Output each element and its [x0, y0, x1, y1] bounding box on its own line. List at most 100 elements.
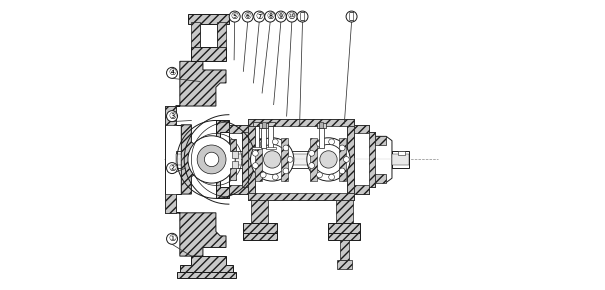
Polygon shape — [231, 168, 236, 180]
Circle shape — [329, 139, 335, 145]
Polygon shape — [217, 22, 226, 47]
Circle shape — [265, 11, 276, 22]
Polygon shape — [182, 125, 195, 194]
Polygon shape — [247, 119, 355, 200]
Polygon shape — [242, 132, 247, 187]
Circle shape — [339, 168, 345, 174]
Circle shape — [287, 157, 293, 162]
Circle shape — [275, 11, 286, 22]
Circle shape — [229, 11, 240, 22]
Bar — [269, 126, 273, 148]
Text: ④: ④ — [168, 68, 176, 77]
Polygon shape — [259, 123, 268, 128]
Polygon shape — [229, 125, 247, 133]
Polygon shape — [165, 106, 175, 125]
Polygon shape — [355, 125, 374, 194]
Circle shape — [316, 172, 322, 178]
Polygon shape — [247, 126, 255, 193]
Circle shape — [346, 11, 357, 22]
Polygon shape — [281, 138, 288, 181]
Text: ②: ② — [168, 164, 176, 173]
Polygon shape — [175, 61, 226, 106]
Polygon shape — [253, 122, 261, 126]
Polygon shape — [231, 139, 236, 151]
Circle shape — [316, 141, 322, 147]
Circle shape — [166, 111, 177, 122]
Text: ⑦: ⑦ — [255, 12, 263, 21]
Text: ⑫: ⑫ — [349, 12, 355, 21]
Bar — [392, 154, 410, 165]
Circle shape — [252, 163, 258, 168]
Circle shape — [166, 163, 177, 174]
Bar — [392, 151, 410, 168]
Polygon shape — [229, 185, 247, 194]
Text: ⑪: ⑪ — [300, 12, 305, 21]
Polygon shape — [336, 200, 353, 223]
Polygon shape — [243, 233, 276, 240]
Circle shape — [166, 67, 177, 78]
Polygon shape — [337, 260, 352, 269]
Bar — [319, 122, 323, 128]
Polygon shape — [355, 125, 369, 133]
Text: ⑨: ⑨ — [277, 12, 285, 21]
Polygon shape — [310, 138, 317, 181]
Bar — [200, 22, 217, 47]
Polygon shape — [229, 125, 247, 194]
Circle shape — [344, 157, 349, 162]
Polygon shape — [339, 138, 346, 181]
Polygon shape — [175, 213, 226, 256]
Circle shape — [297, 11, 308, 22]
Circle shape — [257, 144, 287, 175]
Circle shape — [253, 11, 265, 22]
Circle shape — [250, 138, 294, 181]
Circle shape — [264, 151, 281, 168]
Polygon shape — [374, 136, 386, 145]
Polygon shape — [329, 223, 360, 233]
Polygon shape — [347, 126, 355, 193]
Bar — [175, 154, 392, 165]
Circle shape — [272, 139, 278, 145]
Circle shape — [283, 168, 289, 174]
Text: ⑥: ⑥ — [244, 12, 252, 21]
Polygon shape — [232, 161, 238, 168]
Circle shape — [307, 138, 350, 181]
Circle shape — [204, 152, 219, 167]
Polygon shape — [255, 138, 262, 181]
Circle shape — [188, 136, 235, 183]
Circle shape — [309, 151, 315, 156]
Polygon shape — [317, 123, 325, 128]
Polygon shape — [232, 151, 238, 158]
Polygon shape — [266, 147, 276, 149]
Circle shape — [197, 145, 226, 174]
Circle shape — [242, 11, 253, 22]
Bar — [255, 126, 259, 148]
Circle shape — [313, 144, 344, 175]
Circle shape — [272, 174, 278, 180]
Text: ①: ① — [168, 234, 176, 243]
Polygon shape — [340, 240, 348, 260]
Circle shape — [260, 141, 266, 147]
Polygon shape — [247, 193, 355, 200]
Polygon shape — [329, 233, 360, 240]
Bar — [319, 128, 324, 148]
Polygon shape — [191, 47, 226, 61]
Polygon shape — [165, 106, 182, 213]
Polygon shape — [374, 136, 392, 182]
Text: ③: ③ — [168, 112, 176, 121]
Polygon shape — [355, 185, 369, 194]
Text: ⑤: ⑤ — [231, 12, 239, 21]
Circle shape — [283, 145, 289, 151]
Polygon shape — [165, 194, 175, 213]
Polygon shape — [267, 122, 275, 126]
Bar — [261, 122, 266, 128]
Polygon shape — [243, 223, 276, 233]
Circle shape — [260, 172, 266, 178]
Polygon shape — [247, 119, 355, 126]
Circle shape — [320, 151, 337, 168]
Circle shape — [309, 163, 315, 168]
Circle shape — [252, 151, 258, 156]
Circle shape — [286, 11, 297, 22]
Bar — [175, 151, 392, 168]
Polygon shape — [250, 200, 268, 223]
Polygon shape — [180, 256, 234, 272]
